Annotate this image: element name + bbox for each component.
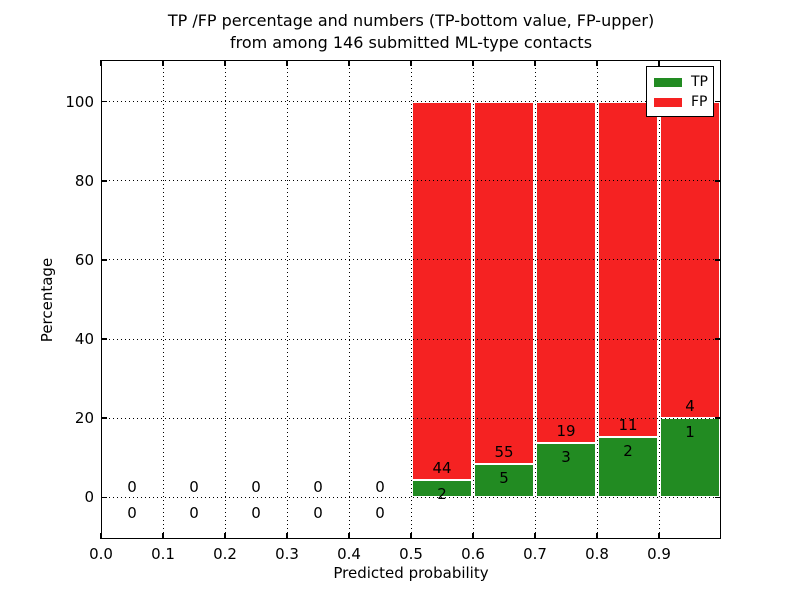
plot-area: 0 0 0 0 0 0 0 0 0 0 44 2 55 5 19 3 11 2 4 1	[100, 60, 721, 539]
legend-row: TP	[654, 72, 713, 92]
x-tick-mark	[224, 533, 226, 539]
x-tick-mark	[162, 60, 164, 66]
fp-count-label: 0	[127, 478, 137, 497]
v-gridline	[286, 60, 288, 539]
bar-tp-segment	[660, 418, 720, 498]
y-tick-mark	[101, 179, 107, 182]
y-tick-label: 40	[74, 330, 94, 349]
x-tick-mark	[658, 533, 660, 539]
legend-label: FP	[691, 94, 708, 110]
fp-count-label: 44	[432, 459, 452, 478]
chart-title: TP /FP percentage and numbers (TP-bottom…	[101, 10, 721, 54]
x-tick-label: 0.5	[399, 545, 423, 563]
bar-tp-segment	[474, 464, 534, 498]
bar-fp-segment	[412, 101, 472, 481]
fp-count-label: 4	[685, 397, 695, 416]
fp-count-label: 0	[189, 478, 199, 497]
x-tick-mark	[472, 533, 474, 539]
x-tick-label: 0.7	[523, 545, 547, 563]
x-tick-label: 0.4	[337, 545, 361, 563]
bar-fp-segment	[598, 101, 658, 437]
tp-count-label: 5	[499, 469, 509, 488]
tp-count-label: 0	[251, 504, 261, 523]
x-tick-mark	[596, 533, 598, 539]
tp-count-label: 2	[623, 441, 633, 460]
x-axis-label: Predicted probability	[333, 564, 489, 582]
tp-count-label: 3	[561, 448, 571, 467]
tp-count-label: 0	[127, 504, 137, 523]
chart-title-line1: TP /FP percentage and numbers (TP-bottom…	[167, 11, 655, 30]
x-tick-mark	[658, 60, 660, 66]
y-tick-mark	[715, 259, 721, 261]
x-tick-label: 0.2	[213, 545, 237, 563]
bar-fp-segment	[536, 101, 596, 444]
v-gridline	[472, 60, 474, 539]
x-tick-mark	[596, 60, 598, 66]
x-tick-label: 0.6	[461, 545, 485, 563]
x-tick-label: 0.3	[275, 545, 299, 563]
bar-fp-segment	[474, 101, 534, 465]
tp-count-label: 0	[375, 504, 385, 523]
v-gridline	[658, 60, 660, 539]
x-tick-label: 0.9	[647, 545, 671, 563]
legend-label: TP	[691, 74, 708, 90]
y-tick-mark	[715, 496, 721, 499]
x-tick-label: 0.8	[585, 545, 609, 563]
fp-count-label: 55	[494, 443, 514, 462]
y-tick-label: 20	[74, 409, 94, 428]
legend: TP FP	[646, 66, 714, 117]
tp-legend-swatch	[654, 77, 682, 87]
v-gridline	[162, 60, 164, 539]
tp-count-label: 0	[313, 504, 323, 523]
fp-count-label: 0	[375, 478, 385, 497]
tp-count-label: 0	[189, 504, 199, 523]
v-gridline	[534, 60, 536, 539]
y-tick-mark	[101, 417, 107, 420]
v-gridline	[596, 60, 598, 539]
tp-count-label: 1	[685, 423, 695, 442]
x-tick-mark	[100, 533, 102, 539]
y-tick-mark	[101, 100, 107, 103]
x-tick-mark	[534, 60, 536, 66]
y-tick-label: 80	[74, 171, 94, 190]
bar-tp-segment	[536, 443, 596, 498]
fp-count-label: 19	[556, 422, 576, 441]
x-tick-mark	[162, 533, 164, 539]
y-tick-mark	[101, 259, 107, 261]
x-tick-mark	[224, 60, 226, 66]
x-tick-mark	[348, 60, 350, 66]
y-tick-mark	[101, 338, 107, 340]
legend-row: FP	[654, 92, 713, 112]
y-tick-mark	[101, 496, 107, 499]
x-tick-mark	[534, 533, 536, 539]
x-tick-mark	[472, 60, 474, 66]
y-tick-mark	[715, 179, 721, 182]
y-tick-mark	[715, 338, 721, 340]
x-tick-mark	[286, 533, 288, 539]
y-tick-label: 0	[84, 488, 94, 507]
x-tick-mark	[100, 60, 102, 66]
v-gridline	[410, 60, 412, 539]
fp-count-label: 0	[251, 478, 261, 497]
y-tick-mark	[715, 100, 721, 103]
x-tick-mark	[348, 533, 350, 539]
v-gridline	[348, 60, 350, 539]
x-tick-label: 0.0	[89, 545, 113, 563]
fp-count-label: 0	[313, 478, 323, 497]
bar-tp-segment	[598, 436, 658, 498]
x-tick-mark	[410, 60, 412, 66]
bar-tp-segment	[412, 480, 472, 498]
x-tick-mark	[410, 533, 412, 539]
y-tick-label: 100	[65, 92, 94, 111]
x-tick-mark	[286, 60, 288, 66]
chart-title-line2: from among 146 submitted ML-type contact…	[229, 33, 593, 52]
y-tick-label: 60	[74, 250, 94, 269]
x-tick-label: 0.1	[151, 545, 175, 563]
fp-legend-swatch	[654, 97, 682, 107]
y-tick-mark	[715, 417, 721, 420]
fp-count-label: 11	[618, 415, 638, 434]
tp-count-label: 2	[437, 485, 447, 504]
v-gridline	[224, 60, 226, 539]
